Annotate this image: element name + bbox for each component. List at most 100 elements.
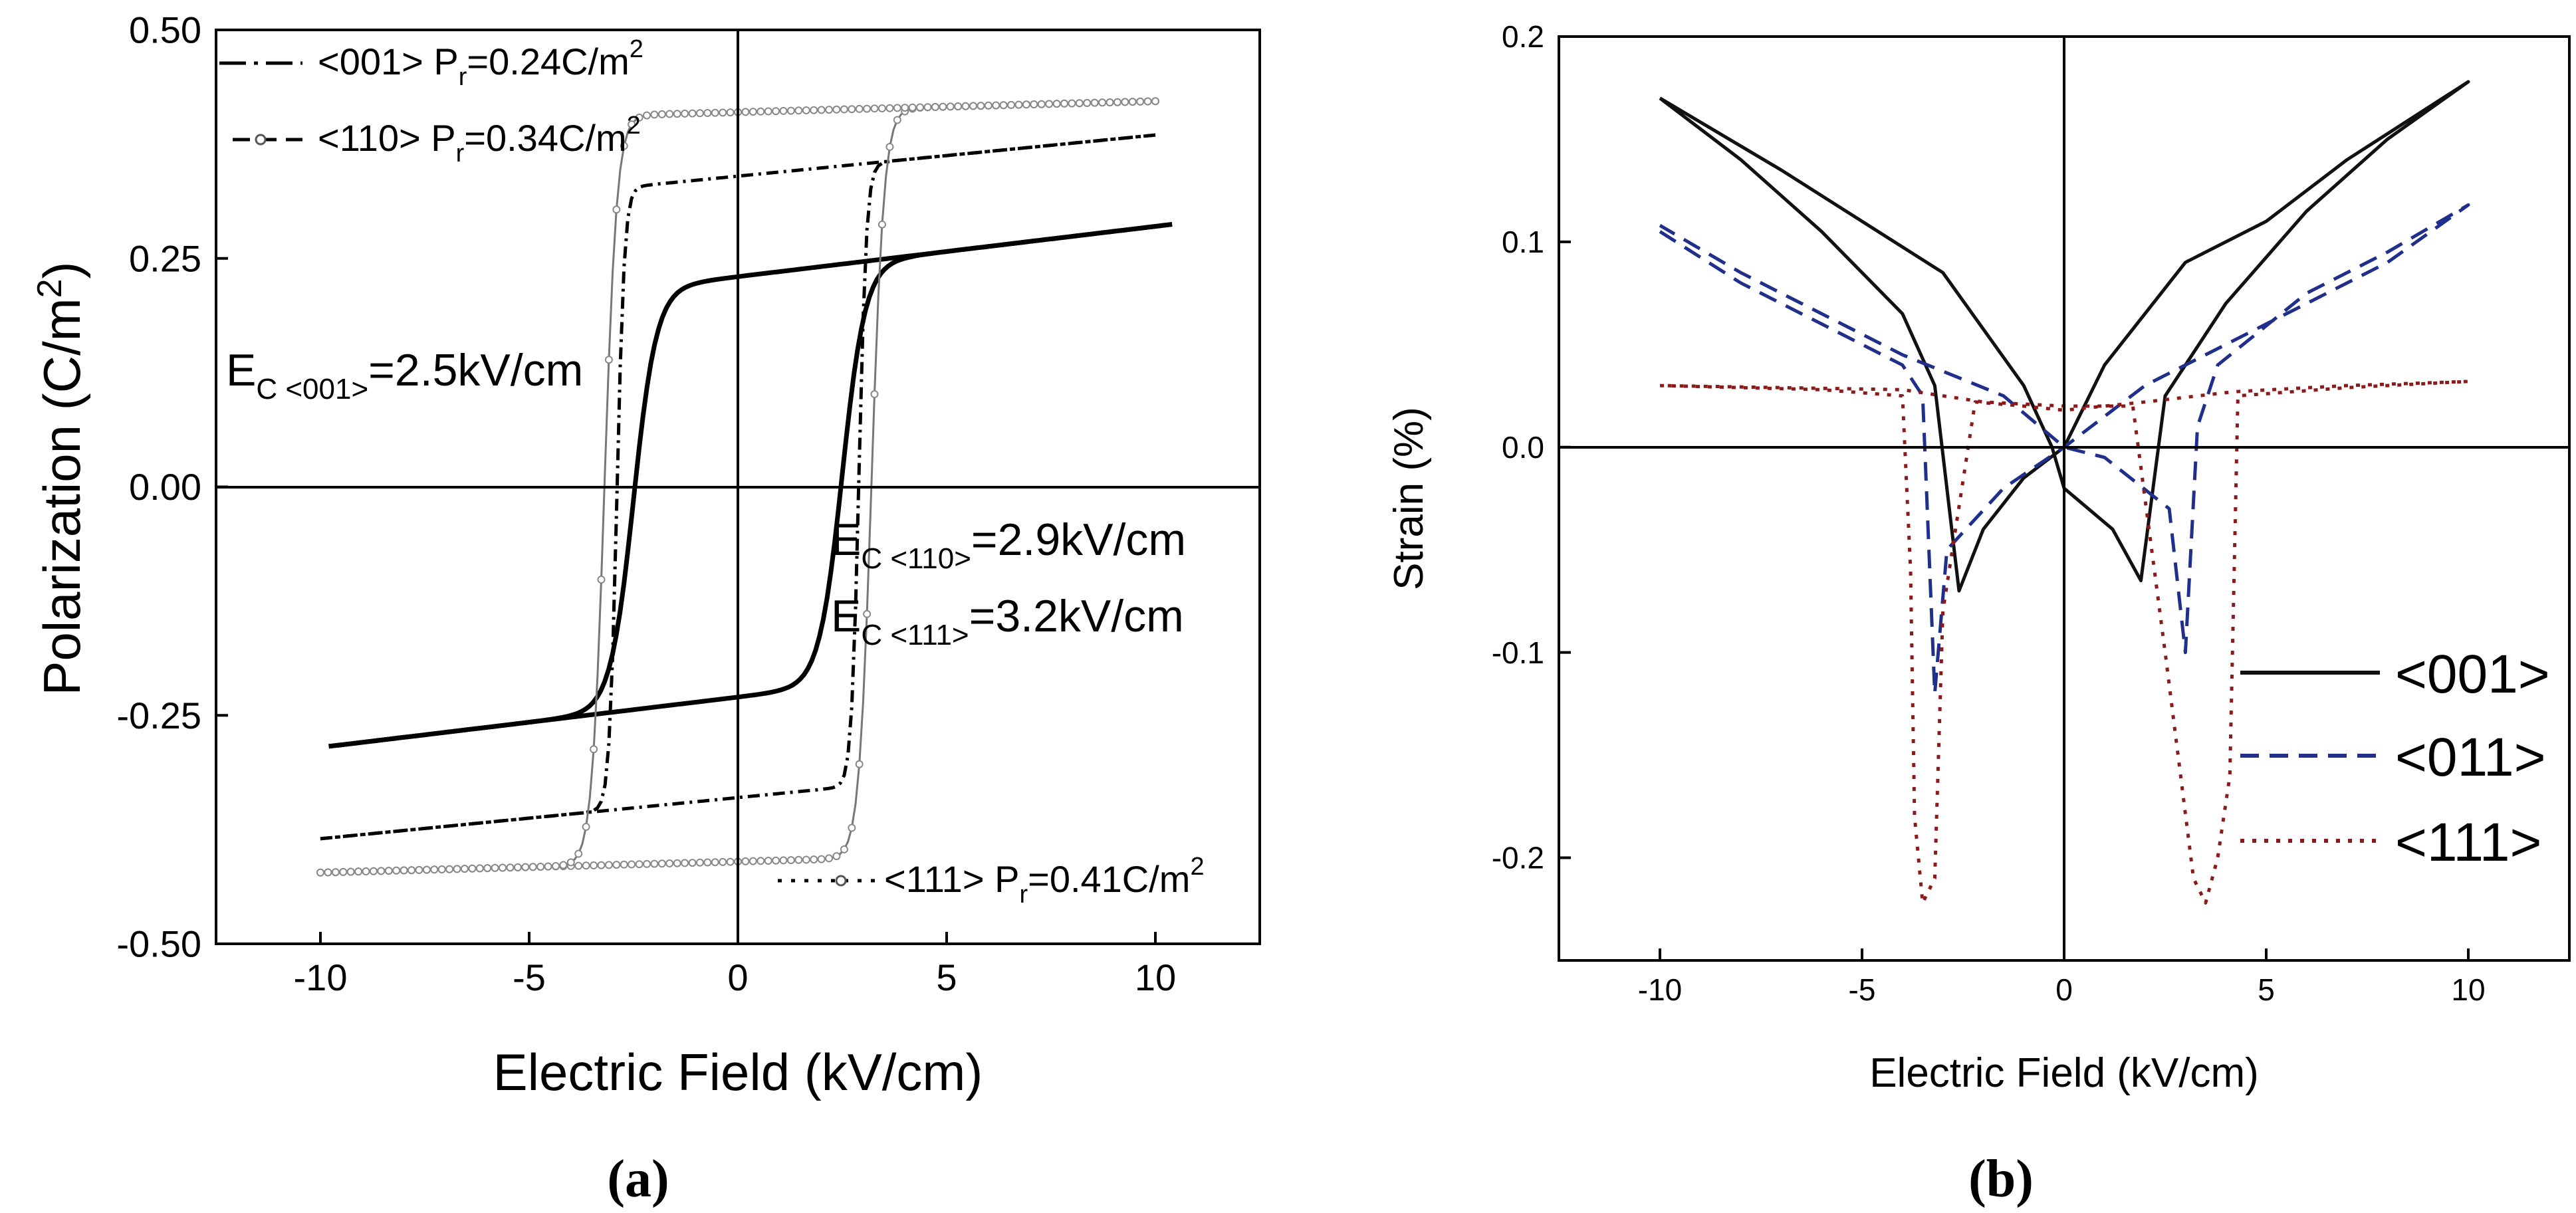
- panel-a-point-111: [604, 861, 613, 869]
- panel-a-point-111: [946, 102, 955, 111]
- panel-a-point-111: [506, 863, 515, 872]
- panel-a-point-111: [369, 867, 378, 875]
- panel-a-point-111: [566, 858, 575, 867]
- panel-a-point-111: [1136, 97, 1145, 106]
- panel-b-x-tick-label: -5: [1849, 972, 1876, 1007]
- panel-a-point-111: [346, 867, 355, 876]
- panel-a-point-111: [855, 104, 864, 113]
- panel-b-legend-entry-001: <001>: [2240, 644, 2550, 705]
- panel-a-point-111: [863, 104, 872, 113]
- panel-b-ticks: -10 -5 0 5 10 -0.2 -0.1 0.0 0.1 0.2: [1492, 19, 2486, 1007]
- panel-a-point-111: [475, 864, 484, 873]
- panel-a-point-111: [339, 867, 348, 876]
- panel-a-point-111: [597, 576, 606, 584]
- panel-b-series-001: [1659, 80, 2470, 593]
- panel-a-point-111: [870, 390, 879, 398]
- panel-a-point-111: [741, 857, 750, 865]
- panel-b-x-tick-label: -10: [1638, 972, 1682, 1007]
- panel-a-point-111: [893, 104, 901, 112]
- legend-b-111-text: <111>: [2395, 812, 2541, 873]
- panel-a-point-111: [513, 863, 522, 871]
- panel-a-point-111: [954, 102, 963, 110]
- panel-a-point-111: [620, 142, 628, 150]
- panel-b-series-111: [1659, 380, 2470, 905]
- panel-a-point-111: [786, 856, 795, 865]
- panel-a-point-111: [1083, 98, 1092, 107]
- panel-a-chart: -10 -5 0 5 10 -0.50 -0.25 0.00 0.25 0.50 Polariza…: [31, 9, 1261, 1208]
- panel-a-point-111: [673, 859, 681, 867]
- panel-a-point-111: [772, 107, 780, 116]
- panel-a-point-111: [590, 861, 598, 869]
- panel-a-point-111: [559, 861, 568, 869]
- panel-a-point-111: [612, 205, 621, 214]
- panel-a-point-111: [764, 107, 772, 116]
- panel-a-ticks: -10 -5 0 5 10 -0.50 -0.25 0.00 0.25 0.50: [116, 9, 1176, 998]
- annotation-ec-111: EC <111>=3.2kV/cm: [831, 591, 1184, 651]
- panel-b-series-011: [1659, 203, 2470, 695]
- panel-a-point-111: [377, 867, 386, 875]
- panel-a-point-111: [1068, 99, 1076, 108]
- panel-a-point-111: [1060, 99, 1068, 108]
- panel-a-point-111: [499, 863, 507, 872]
- panel-a-point-111: [643, 859, 651, 868]
- panel-a-point-111: [1121, 98, 1129, 106]
- panel-a-point-111: [757, 107, 765, 116]
- panel-b-x-tick-label: 0: [2055, 972, 2073, 1007]
- panel-a-point-111: [719, 857, 727, 866]
- panel-a-point-111: [848, 105, 856, 114]
- legend-b-001-text: <001>: [2395, 644, 2550, 705]
- panel-a-point-111: [719, 108, 727, 117]
- panel-a-point-111: [430, 865, 439, 874]
- panel-a-point-111: [992, 101, 1000, 110]
- panel-a-point-111: [331, 868, 340, 877]
- panel-a-point-111: [969, 102, 977, 110]
- panel-a-point-111: [422, 865, 431, 874]
- panel-a-point-111: [612, 861, 621, 869]
- panel-a-point-111: [453, 865, 461, 873]
- panel-a-label: (a): [607, 1150, 669, 1208]
- panel-a-point-111: [392, 866, 401, 875]
- panel-a-point-111: [984, 101, 993, 110]
- panel-a-point-111: [628, 860, 636, 869]
- panel-a-x-tick-label: 10: [1135, 956, 1176, 998]
- legend-110-marker: [255, 134, 267, 146]
- panel-a-point-111: [749, 108, 757, 116]
- panel-a-point-111: [635, 113, 644, 122]
- panel-a-point-111: [832, 105, 841, 114]
- panel-a-point-111: [961, 102, 970, 110]
- panel-a-point-111: [832, 852, 841, 861]
- panel-a-point-111: [1090, 98, 1099, 107]
- panel-a-point-111: [908, 103, 917, 112]
- panel-a-point-111: [885, 104, 894, 112]
- panel-a-point-111: [521, 863, 530, 871]
- panel-a-point-111: [825, 106, 833, 114]
- panel-a-point-111: [939, 102, 947, 111]
- panel-a-point-111: [1037, 100, 1046, 108]
- panel-a-point-111: [878, 104, 886, 112]
- panel-a-x-tick-label: 0: [727, 956, 748, 998]
- legend-110-text: <110> Pr=0.34C/m2: [318, 112, 641, 167]
- panel-a-point-111: [749, 857, 757, 865]
- panel-a-point-111: [574, 849, 583, 858]
- panel-a-y-tick-label: 0.00: [129, 466, 201, 508]
- panel-a-point-111: [726, 857, 735, 866]
- panel-a-point-111: [977, 102, 985, 110]
- annotation-ec-110: EC <110>=2.9kV/cm: [831, 514, 1186, 575]
- panel-a-point-111: [1075, 99, 1084, 108]
- panel-a-y-tick-label: 0.50: [129, 9, 201, 51]
- annotation-ec-001: EC <001>=2.5kV/cm: [226, 345, 583, 405]
- panel-a-point-111: [324, 868, 332, 877]
- panel-a-point-111: [544, 862, 552, 871]
- panel-a-point-111: [460, 865, 469, 873]
- panel-a-x-axis-title: Electric Field (kV/cm): [493, 1043, 983, 1101]
- panel-a-point-111: [362, 867, 370, 875]
- panel-a-point-111: [1014, 100, 1023, 109]
- panel-a-point-111: [1128, 98, 1137, 106]
- panel-b-y-axis-title: Strain (%): [1386, 407, 1432, 590]
- panel-a-point-111: [657, 859, 666, 868]
- panel-a-point-111: [931, 102, 939, 111]
- panel-a-point-111: [582, 861, 590, 870]
- panel-a-point-111: [711, 858, 719, 867]
- panel-a-point-111: [657, 110, 666, 118]
- panel-a-point-111: [794, 106, 803, 115]
